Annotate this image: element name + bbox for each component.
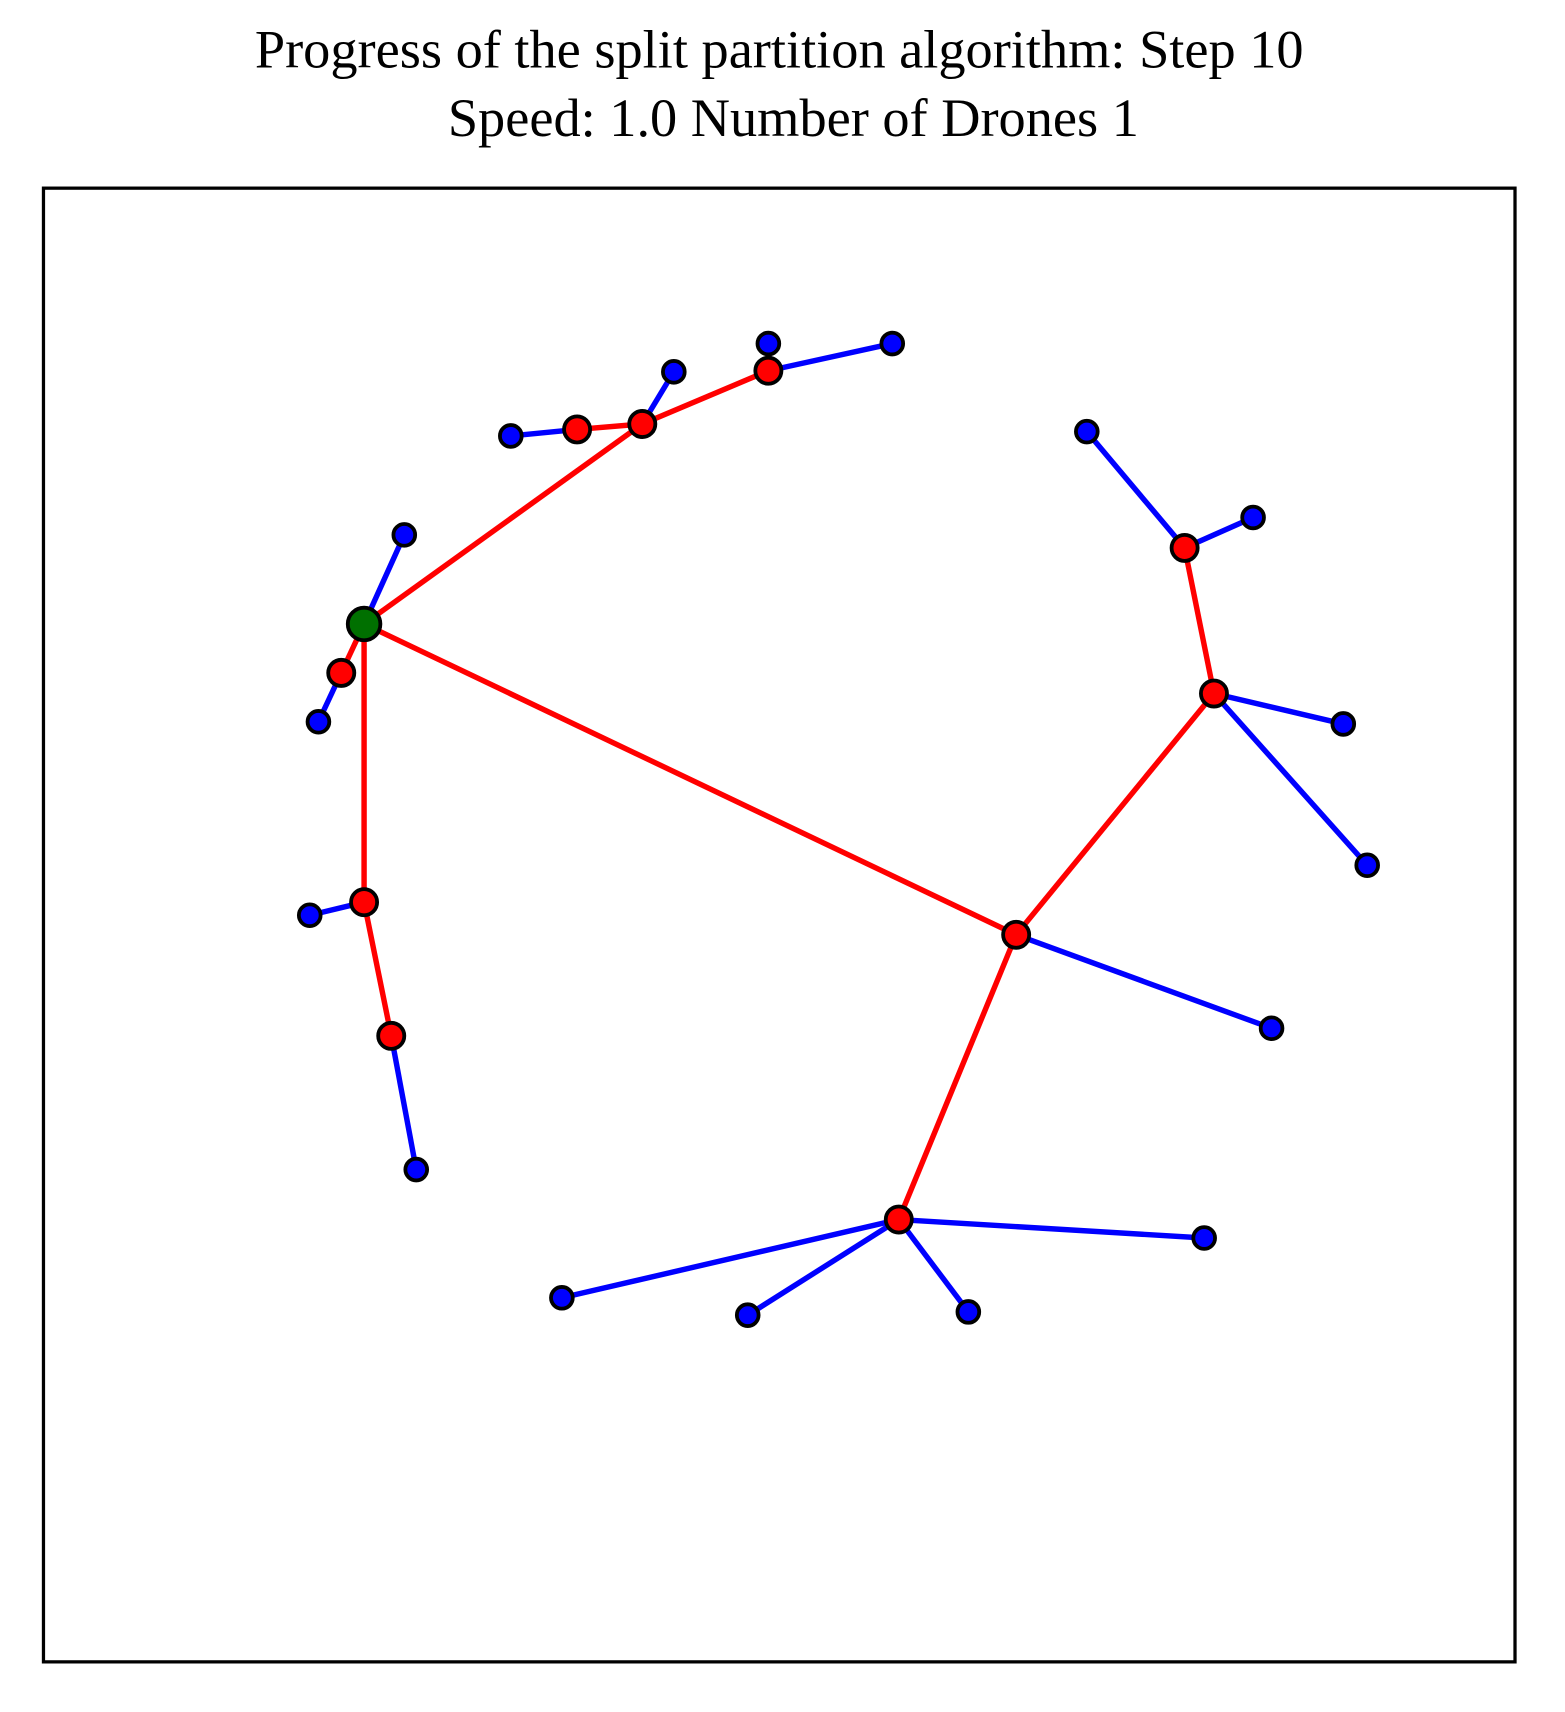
- node: [498, 423, 524, 449]
- edge: [561, 1216, 900, 1301]
- edge: [1213, 690, 1344, 727]
- node: [391, 522, 418, 548]
- node: [879, 330, 906, 357]
- edge: [898, 1216, 1205, 1241]
- node: [376, 1020, 407, 1051]
- edge: [361, 901, 394, 1037]
- node: [345, 605, 383, 643]
- node: [627, 409, 658, 439]
- edge: [1015, 932, 1273, 1031]
- node: [1001, 919, 1032, 950]
- edge: [362, 421, 644, 627]
- title-line: Progress of the split partition algorith…: [255, 20, 1304, 80]
- node: [403, 1156, 430, 1183]
- node: [734, 1302, 761, 1328]
- plot-frame: [41, 186, 1517, 1664]
- node: [755, 330, 782, 357]
- edge: [1014, 691, 1217, 937]
- node: [1354, 852, 1380, 879]
- node: [1074, 418, 1100, 445]
- title-line: Speed: 1.0 Number of Drones 1: [448, 88, 1139, 148]
- node: [753, 355, 784, 386]
- node: [1191, 1225, 1217, 1251]
- node: [549, 1285, 575, 1311]
- node: [305, 709, 332, 735]
- edge: [1084, 429, 1187, 550]
- nodes: [296, 330, 1380, 1328]
- node: [1240, 504, 1266, 531]
- node: [562, 414, 593, 445]
- edge: [362, 621, 1018, 938]
- node: [1199, 678, 1229, 709]
- edge: [388, 1035, 419, 1171]
- node: [326, 657, 357, 688]
- node: [1330, 711, 1357, 737]
- edge: [896, 933, 1019, 1221]
- node: [1169, 532, 1200, 563]
- edge: [767, 340, 893, 374]
- node: [661, 359, 687, 385]
- edge: [1211, 691, 1370, 868]
- edge: [1181, 547, 1217, 695]
- edge: [896, 1217, 971, 1314]
- node: [883, 1204, 914, 1235]
- node: [955, 1299, 982, 1325]
- node: [296, 902, 323, 929]
- edge: [746, 1217, 901, 1318]
- node: [1258, 1015, 1285, 1042]
- edge: [641, 368, 770, 427]
- node: [349, 887, 380, 918]
